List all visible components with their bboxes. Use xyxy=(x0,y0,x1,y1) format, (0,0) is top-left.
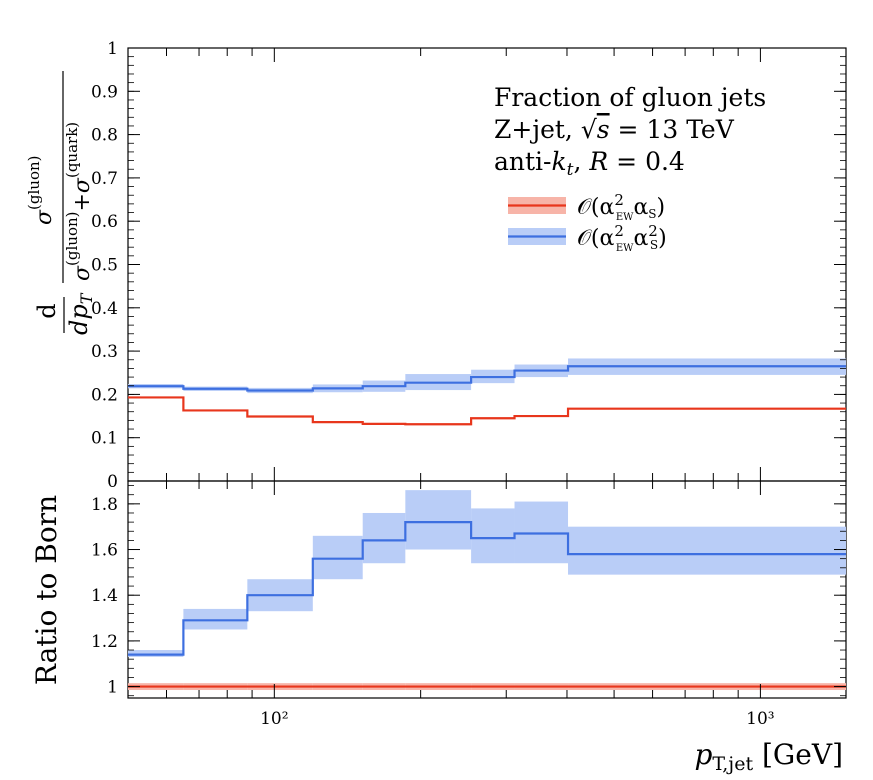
ratio-ytick-label: 1.4 xyxy=(91,586,118,606)
main-plot-frame xyxy=(127,47,847,482)
ratio-panel: 1 1.2 1.4 1.6 1.8 10² 10³ xyxy=(91,480,847,729)
ratio-band-s2-bin7 xyxy=(471,508,515,564)
ratio-bands xyxy=(128,490,846,691)
sqrt-symbol: √ xyxy=(581,115,597,144)
main-ytick-label: 0.6 xyxy=(91,212,118,232)
main-panel: 0 0.1 0.2 0.3 0.4 0.5 0.6 0.7 0.8 0.9 1 xyxy=(91,39,847,492)
ratio-line-series-2 xyxy=(128,521,846,656)
ratio-ytick-label: 1.2 xyxy=(91,632,118,652)
main-y-axis-title: d dpT σ(gluon) σ(gluon)+σ(quark) xyxy=(25,71,96,335)
main-ytick-label: 0.4 xyxy=(91,299,118,319)
ratio-band-s2-bin9 xyxy=(568,526,846,575)
title-line-1: Fraction of gluon jets xyxy=(494,83,766,112)
ratio-band-s2-bin2 xyxy=(183,608,248,630)
ratio-band-s2-bin1 xyxy=(128,650,184,657)
main-ticks xyxy=(127,47,846,482)
legend-entry-1: 𝒪(α2 EWαS) xyxy=(508,191,665,223)
ylabel-denominator: σ(gluon)+σ(quark) xyxy=(63,122,95,281)
ratio-xtick-labels: 10² 10³ xyxy=(260,709,775,729)
ratio-xtick-label: 10³ xyxy=(746,709,774,729)
main-ytick-label: 0.2 xyxy=(91,385,118,405)
ylabel-d: d xyxy=(33,303,61,318)
ratio-y-axis-title: Ratio to Born xyxy=(30,495,63,685)
title-line-2: Z+jet, √s = 13 TeV xyxy=(494,115,735,144)
legend-entry-2: 𝒪(α2 EWα2 S) xyxy=(508,222,667,254)
main-ytick-label: 0.9 xyxy=(91,82,118,102)
main-lines xyxy=(128,365,846,426)
title-line-3: anti-kt, R = 0.4 xyxy=(494,147,685,180)
main-ytick-label: 0 xyxy=(107,472,118,492)
main-ytick-label: 0.1 xyxy=(91,429,118,449)
main-ytick-label: 0.3 xyxy=(91,342,118,362)
x-axis-title: pT,jet [GeV] xyxy=(694,738,843,775)
main-ytick-label: 0.5 xyxy=(91,256,118,276)
ratio-xtick-label: 10² xyxy=(260,709,288,729)
ratio-band-s2-bin4 xyxy=(312,535,363,580)
main-ytick-labels: 0 0.1 0.2 0.3 0.4 0.5 0.6 0.7 0.8 0.9 1 xyxy=(91,39,118,492)
ratio-ytick-labels: 1 1.2 1.4 1.6 1.8 xyxy=(91,495,118,698)
ratio-ticks xyxy=(127,481,846,698)
main-ytick-label: 0.7 xyxy=(91,169,118,189)
main-ytick-label: 0.8 xyxy=(91,126,118,146)
main-ytick-label: 1 xyxy=(107,39,118,59)
ratio-lines xyxy=(128,521,846,688)
ratio-band-s2-bin5 xyxy=(362,512,406,564)
legend-label-1: 𝒪(α2 EWαS) xyxy=(577,191,665,223)
main-line-series-1 xyxy=(128,396,846,426)
ratio-ytick-label: 1.6 xyxy=(91,541,118,561)
main-bands xyxy=(128,358,846,426)
ratio-band-s2-bin8 xyxy=(514,501,569,564)
ratio-band-s2-bin6 xyxy=(405,490,472,550)
main-line-series-2 xyxy=(128,365,846,392)
ratio-ytick-label: 1.8 xyxy=(91,495,118,515)
ylabel-numerator: σ(gluon) xyxy=(25,156,57,226)
ylabel-dpt: dpT xyxy=(65,292,96,335)
legend: 𝒪(α2 EWαS) 𝒪(α2 EWα2 S) xyxy=(508,191,667,254)
ratio-ytick-label: 1 xyxy=(107,678,118,698)
ratio-plot-frame xyxy=(127,480,847,699)
legend-label-2: 𝒪(α2 EWα2 S) xyxy=(577,222,667,254)
title-block: Fraction of gluon jets Z+jet, √s = 13 Te… xyxy=(494,83,766,180)
